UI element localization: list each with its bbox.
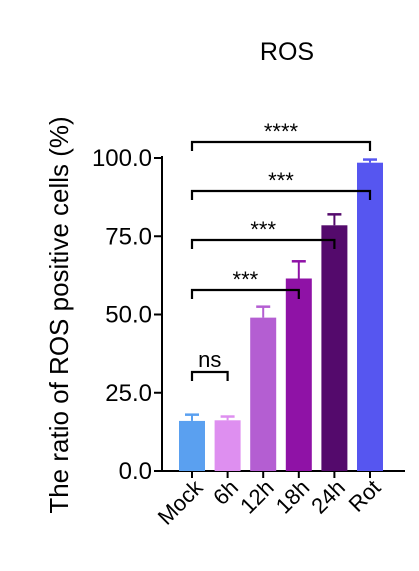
bar-18h [285, 278, 312, 471]
significance-label: *** [233, 267, 259, 292]
x-tick-label-rot: Rot [344, 475, 386, 517]
y-tick-label: 75.0 [105, 223, 152, 250]
significance-label: *** [268, 168, 294, 193]
significance-bracket [190, 140, 372, 151]
bar-6h [214, 420, 241, 471]
y-tick-label: 25.0 [105, 380, 152, 407]
significance-label: **** [264, 119, 299, 144]
bars-group [179, 162, 383, 471]
y-axis-label: The ratio of ROS positive cells (%) [44, 116, 74, 513]
significance-label: *** [250, 217, 276, 242]
y-tick-label: 100.0 [92, 145, 152, 172]
bar-rot [357, 162, 383, 471]
significance-label: ns [198, 347, 221, 372]
x-tick-label-12h: 12h [235, 475, 279, 519]
x-tick-label-24h: 24h [306, 475, 350, 519]
significance-bracket [190, 370, 229, 381]
bar-mock [179, 420, 205, 471]
error-bars-group [185, 158, 377, 421]
chart-title: ROS [260, 38, 314, 66]
x-tick-label-18h: 18h [271, 475, 315, 519]
significance-bracket [190, 189, 372, 200]
bar-12h [250, 317, 277, 471]
bar-24h [321, 225, 348, 471]
x-tick-label-mock: Mock [153, 474, 209, 530]
significance-bracket [190, 238, 336, 249]
significance-bracket [190, 288, 300, 299]
y-tick-label: 50.0 [105, 302, 152, 329]
y-axis: 0.0 25.0 50.0 75.0 100.0 [92, 145, 163, 485]
significance-brackets: ns************* [190, 119, 372, 381]
y-tick-label: 0.0 [119, 458, 152, 485]
